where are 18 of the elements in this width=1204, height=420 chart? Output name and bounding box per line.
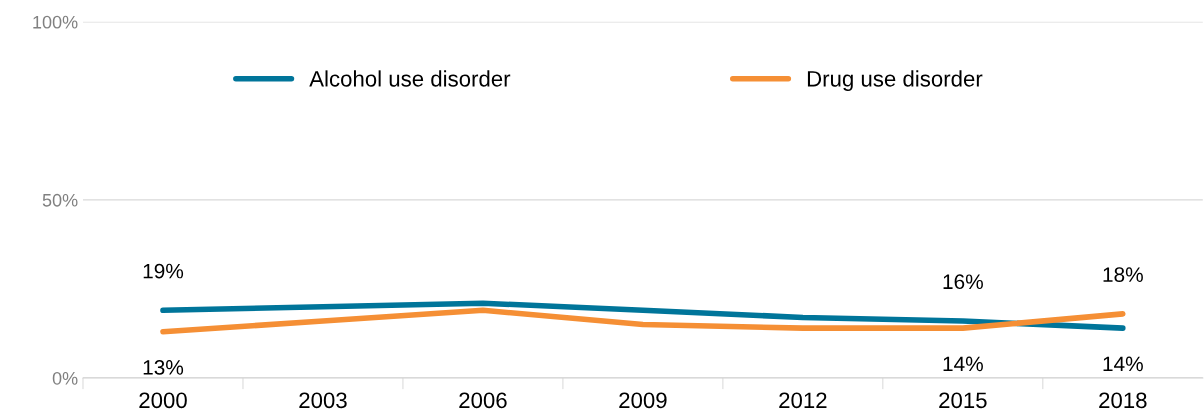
x-tick-label: 2000 — [139, 392, 187, 409]
data-label: 18% — [1103, 267, 1143, 282]
x-tick-label: 2015 — [939, 392, 987, 409]
data-label: 13% — [143, 360, 184, 375]
legend-label: Alcohol use disorder — [309, 70, 511, 87]
x-tick-label: 2009 — [619, 392, 667, 409]
x-tick-label: 2006 — [459, 392, 507, 409]
y-tick-label: 50% — [42, 193, 78, 207]
legend-label: Drug use disorder — [807, 70, 983, 92]
data-label: 14% — [943, 356, 983, 372]
data-label: 14% — [1103, 356, 1143, 372]
x-tick-label: 2018 — [1099, 392, 1147, 409]
y-tick-label: 0% — [52, 371, 78, 385]
data-label: 16% — [943, 274, 983, 290]
data-label: 19% — [143, 263, 184, 279]
x-tick-label: 2003 — [299, 392, 347, 409]
y-tick-label: 100% — [33, 15, 78, 29]
x-tick-label: 2012 — [779, 392, 827, 409]
